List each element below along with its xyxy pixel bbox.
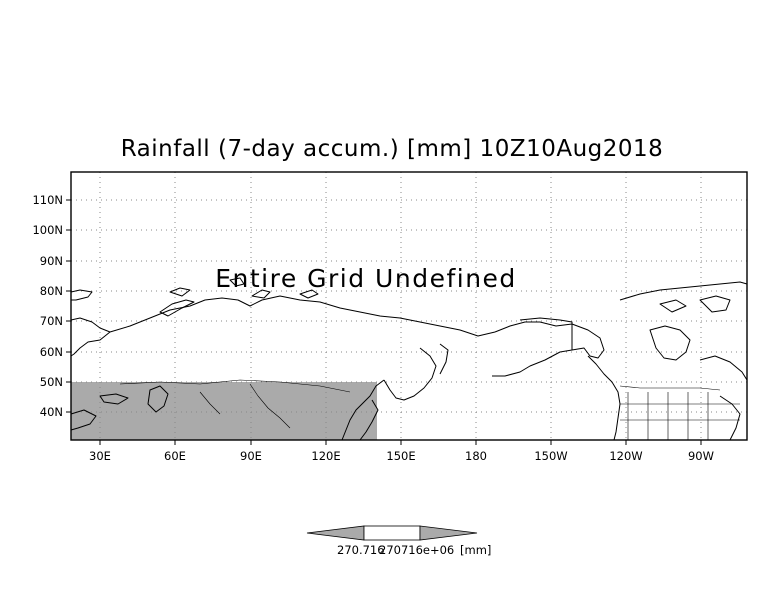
lat-ticks <box>66 199 71 413</box>
colorbar-right-arrow <box>419 525 478 541</box>
colorbar-overlap-label: 270716e+06 <box>379 543 454 557</box>
coastlines <box>70 277 748 441</box>
lon-label-120e: 120E <box>311 449 340 463</box>
lon-label-150e: 150E <box>386 449 415 463</box>
lon-label-90e: 90E <box>240 449 262 463</box>
lat-gridlines <box>71 199 747 413</box>
lon-label-30e: 30E <box>89 449 111 463</box>
colorbar-left-arrow <box>306 525 365 541</box>
lat-label-60n: 60N <box>40 345 63 359</box>
colorbar-unit-label: [mm] <box>460 543 491 557</box>
colorbar: 270.716 270716e+06 [mm] <box>306 525 491 557</box>
colorbar-box <box>363 525 421 541</box>
lat-label-110n: 110N <box>32 193 63 207</box>
lon-ticks <box>99 440 702 445</box>
lat-label-40n: 40N <box>40 405 63 419</box>
map-title: Rainfall (7-day accum.) [mm] 10Z10Aug201… <box>120 136 664 162</box>
borders <box>119 379 740 440</box>
lon-label-150w: 150W <box>534 449 567 463</box>
lon-label-180: 180 <box>465 449 487 463</box>
lat-label-90n: 90N <box>40 254 63 268</box>
colorbar-value-label: 270.716 <box>337 543 385 557</box>
undefined-grid-message: Entire Grid Undefined <box>215 264 517 293</box>
lat-label-80n: 80N <box>40 284 63 298</box>
lon-label-60e: 60E <box>164 449 186 463</box>
lon-label-120w: 120W <box>609 449 642 463</box>
lat-label-100n: 100N <box>32 223 63 237</box>
lat-label-70n: 70N <box>40 314 63 328</box>
lon-label-90w: 90W <box>688 449 714 463</box>
shaded-data-region-edge <box>71 382 377 440</box>
plot-frame <box>70 171 748 441</box>
lat-label-50n: 50N <box>40 375 63 389</box>
